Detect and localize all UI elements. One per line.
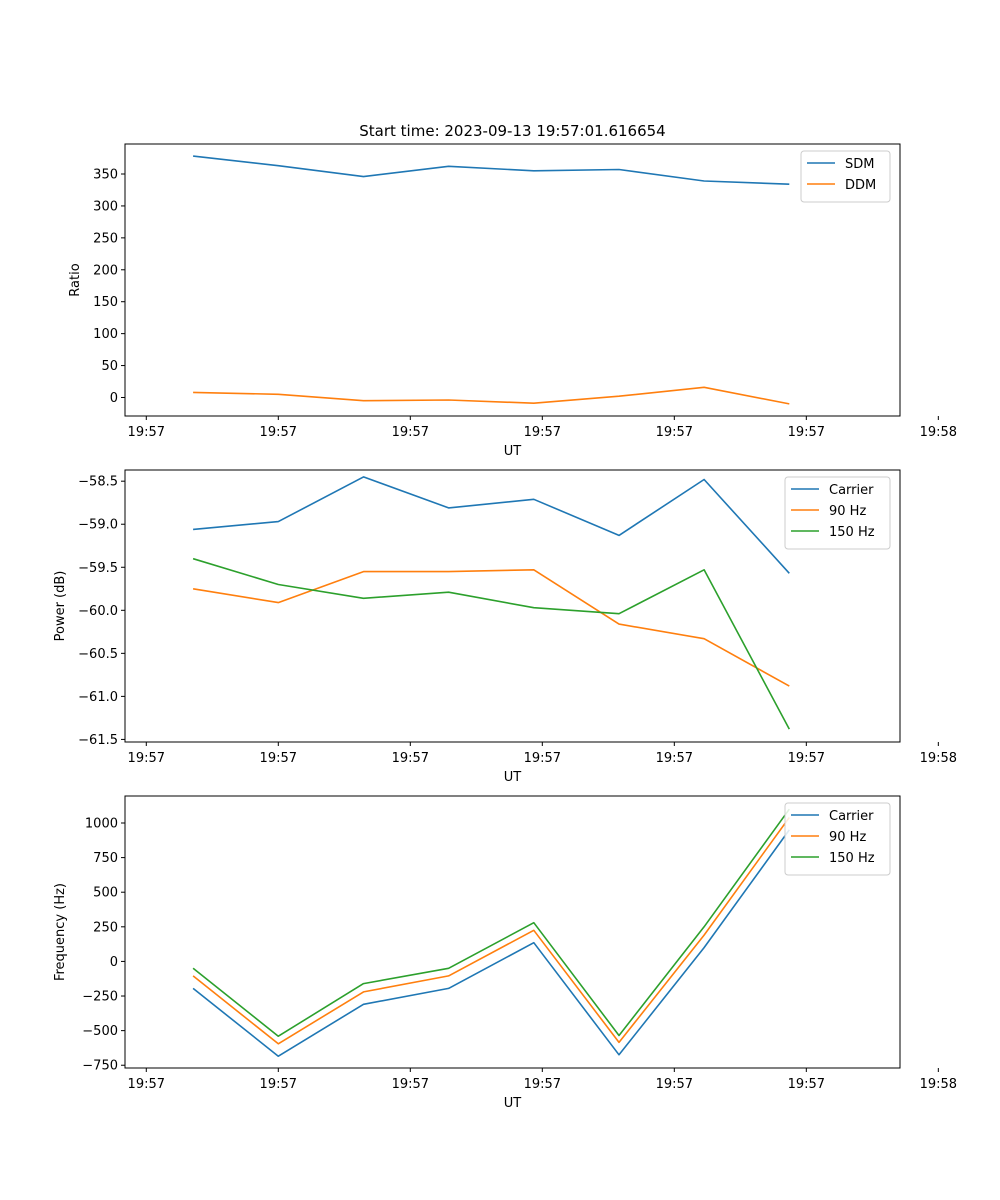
series-line-ddm (193, 386, 790, 405)
y-tick-label: −250 (82, 990, 118, 1005)
legend-label: 150 Hz (829, 525, 875, 540)
x-tick-label: 19:57 (128, 751, 165, 766)
series-line-150-hz (192, 557, 791, 730)
x-tick-label: 19:57 (128, 425, 165, 440)
chart-panel-2: 19:57 19:57 19:57 19:57 19:57 19:57 19:58 −58.5… (53, 469, 957, 785)
legend-label: 90 Hz (829, 830, 866, 845)
x-tick-label: 19:57 (260, 1077, 297, 1092)
y-axis-label: Frequency (Hz) (53, 883, 68, 981)
x-tick-label: 19:57 (260, 751, 297, 766)
legend-label: 150 Hz (829, 851, 875, 866)
series-line-150-hz (192, 808, 790, 1037)
y-axis-label: Power (dB) (53, 571, 68, 642)
chart-panel-3: 19:57 19:57 19:57 19:57 19:57 19:57 19:58 −750 −… (53, 795, 957, 1111)
legend-label: SDM (845, 157, 874, 172)
x-tick-label: 19:57 (128, 1077, 165, 1092)
chart-panel-1: 19:57 19:57 19:57 19:57 19:57 19:57 19:58 0 50 10… (68, 143, 957, 459)
y-tick-label: −61.0 (78, 690, 118, 705)
legend-label: 90 Hz (829, 504, 866, 519)
x-tick-label: 19:58 (920, 1077, 957, 1092)
y-tick-label: −61.5 (78, 733, 118, 748)
series-line-sdm (193, 155, 790, 185)
x-tick-label: 19:58 (920, 751, 957, 766)
y-tick-label: 250 (93, 231, 118, 246)
legend: SDM DDM (800, 150, 891, 203)
figure-title: Start time: 2023-09-13 19:57:01.616654 (359, 122, 665, 140)
x-tick-label: 19:57 (524, 1077, 561, 1092)
y-tick-label: 500 (93, 886, 118, 901)
y-tick-label: 750 (93, 851, 118, 866)
legend-label: Carrier (829, 809, 874, 824)
y-tick-label: −60.0 (78, 604, 118, 619)
y-tick-label: 0 (110, 955, 118, 970)
y-tick-label: −500 (82, 1024, 118, 1039)
x-tick-label: 19:57 (788, 425, 825, 440)
legend: Carrier 90 Hz 150 Hz (784, 476, 891, 550)
legend-label: DDM (845, 178, 876, 193)
legend-label: Carrier (829, 483, 874, 498)
y-axis-label: Ratio (68, 263, 83, 296)
y-tick-label: −60.5 (78, 647, 118, 662)
y-tick-label: −750 (82, 1059, 118, 1074)
x-tick-label: 19:57 (260, 425, 297, 440)
x-tick-label: 19:57 (524, 751, 561, 766)
x-tick-label: 19:57 (788, 1077, 825, 1092)
y-tick-label: 50 (101, 359, 118, 374)
series-line-90-hz (192, 568, 790, 687)
y-tick-label: 200 (93, 263, 118, 278)
x-tick-label: 19:57 (392, 751, 429, 766)
y-tick-label: 150 (93, 295, 118, 310)
y-tick-label: −58.5 (78, 475, 118, 490)
y-tick-label: 1000 (85, 816, 118, 831)
y-tick-label: 250 (93, 920, 118, 935)
x-axis-label: UT (504, 444, 522, 459)
y-tick-label: −59.0 (78, 518, 118, 533)
series-line-carrier (193, 476, 790, 574)
x-axis-label: UT (504, 1096, 522, 1111)
series-line-90-hz (192, 817, 790, 1045)
x-tick-label: 19:57 (392, 425, 429, 440)
axes-frame (124, 469, 901, 743)
axes-frame (124, 795, 901, 1069)
x-tick-label: 19:57 (656, 1077, 693, 1092)
x-tick-label: 19:58 (920, 425, 957, 440)
x-tick-label: 19:57 (788, 751, 825, 766)
y-tick-label: 100 (93, 327, 118, 342)
y-tick-label: 350 (93, 168, 118, 183)
legend: Carrier 90 Hz 150 Hz (784, 802, 891, 876)
axes-frame (124, 143, 901, 417)
series-line-carrier (192, 829, 790, 1057)
x-axis-label: UT (504, 770, 522, 785)
x-tick-label: 19:57 (392, 1077, 429, 1092)
y-tick-label: −59.5 (78, 561, 118, 576)
y-tick-label: 0 (110, 391, 118, 406)
x-tick-label: 19:57 (656, 751, 693, 766)
x-tick-label: 19:57 (656, 425, 693, 440)
x-tick-label: 19:57 (524, 425, 561, 440)
y-tick-label: 300 (93, 199, 118, 214)
